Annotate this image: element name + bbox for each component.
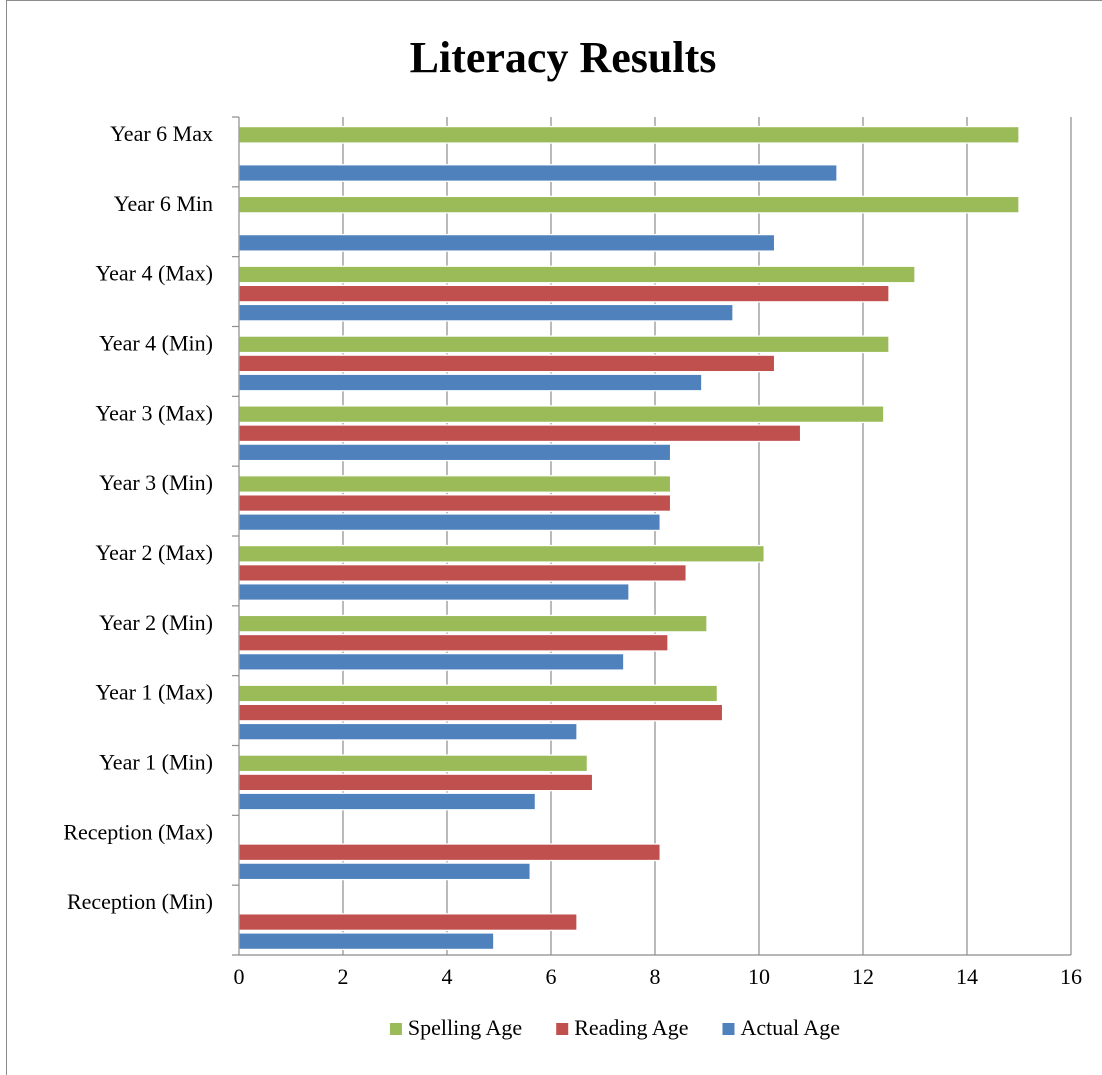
y-tick-label-year-6-max: Year 6 Max	[110, 121, 213, 146]
legend-swatch-spelling-age	[389, 1023, 402, 1035]
x-tick-label-14: 14	[956, 964, 978, 989]
x-tick-label-2: 2	[338, 964, 349, 989]
bar-reading-age-year-2-max	[238, 564, 687, 582]
y-tick-label-year-6-min: Year 6 Min	[114, 191, 213, 216]
bar-spelling-age-year-3-min	[238, 475, 672, 493]
bar-actual-age-year-2-min	[238, 652, 625, 671]
bar-actual-age-year-6-max	[238, 164, 838, 182]
bar-actual-age-year-2-max	[238, 583, 630, 601]
bar-spelling-age-year-2-min	[238, 614, 708, 633]
y-tick-label-year-1-min: Year 1 (Min)	[99, 749, 213, 774]
x-tick-label-6: 6	[546, 964, 557, 989]
x-tick-label-16: 16	[1060, 964, 1082, 989]
y-tick-label-reception-max: Reception (Max)	[63, 819, 213, 844]
bar-spelling-age-year-6-max	[238, 125, 1020, 144]
chart-title: Literacy Results	[410, 33, 717, 82]
bar-reading-age-year-4-max	[238, 284, 890, 303]
bar-actual-age-reception-max	[238, 862, 531, 881]
bar-actual-age-year-6-min	[238, 233, 776, 252]
legend-label-reading-age: Reading Age	[574, 1015, 688, 1040]
bar-reading-age-year-3-max	[238, 424, 802, 443]
legend-swatch-reading-age	[556, 1023, 569, 1035]
bar-actual-age-year-3-max	[238, 443, 672, 462]
x-tick-label-4: 4	[442, 964, 453, 989]
legend-item-actual-age: Actual Age	[722, 1015, 840, 1040]
bar-reading-age-year-1-min	[238, 773, 594, 792]
y-tick-label-year-2-max: Year 2 (Max)	[95, 540, 213, 565]
x-tick-label-12: 12	[852, 964, 874, 989]
x-tick-label-8: 8	[650, 964, 661, 989]
y-tick-label-year-2-min: Year 2 (Min)	[99, 610, 213, 635]
gridlines	[342, 117, 1072, 955]
y-tick-label-year-1-max: Year 1 (Max)	[95, 680, 213, 705]
legend-item-reading-age: Reading Age	[556, 1015, 688, 1040]
bar-reading-age-year-3-min	[238, 494, 672, 512]
y-tick-label-year-3-min: Year 3 (Min)	[99, 470, 213, 495]
bar-reading-age-reception-max	[238, 843, 661, 862]
bar-actual-age-reception-min	[238, 932, 495, 951]
bar-actual-age-year-4-max	[238, 303, 734, 322]
y-tick-label-reception-min: Reception (Min)	[67, 889, 213, 914]
legend-label-actual-age: Actual Age	[740, 1015, 840, 1040]
legend-item-spelling-age: Spelling Age	[389, 1015, 522, 1040]
bar-reading-age-year-4-min	[238, 354, 776, 373]
bar-spelling-age-year-3-max	[238, 405, 885, 424]
legend-swatch-actual-age	[722, 1023, 735, 1035]
legend-label-spelling-age: Spelling Age	[408, 1015, 522, 1040]
bar-spelling-age-year-6-min	[238, 195, 1020, 214]
y-tick-label-year-3-max: Year 3 (Max)	[95, 400, 213, 425]
x-tick-label-10: 10	[748, 964, 770, 989]
bars	[238, 125, 1020, 951]
bar-spelling-age-year-1-min	[238, 754, 589, 773]
bar-spelling-age-year-4-min	[238, 335, 890, 354]
bar-actual-age-year-1-min	[238, 792, 537, 811]
y-tick-label-year-4-min: Year 4 (Min)	[99, 330, 213, 355]
bar-spelling-age-year-4-max	[238, 265, 916, 284]
legend: Spelling Age Reading Age Actual Age	[389, 1015, 840, 1040]
chart-frame	[6, 0, 1102, 1075]
x-tick-label-0: 0	[234, 964, 245, 989]
bar-actual-age-year-3-min	[238, 513, 661, 532]
y-tick-label-year-4-max: Year 4 (Max)	[95, 261, 213, 286]
bar-actual-age-year-1-max	[238, 722, 578, 741]
axes: 0 2 4 6 8 10 12 14 16 Year 6 Max Year 6 Min Year 4 …	[63, 116, 1082, 989]
bar-spelling-age-year-2-max	[238, 544, 765, 563]
bar-reading-age-reception-min	[238, 913, 578, 931]
bar-reading-age-year-1-max	[238, 703, 724, 722]
bar-spelling-age-year-1-max	[238, 684, 719, 703]
bar-reading-age-year-2-min	[238, 633, 669, 652]
bar-actual-age-year-4-min	[238, 373, 703, 392]
